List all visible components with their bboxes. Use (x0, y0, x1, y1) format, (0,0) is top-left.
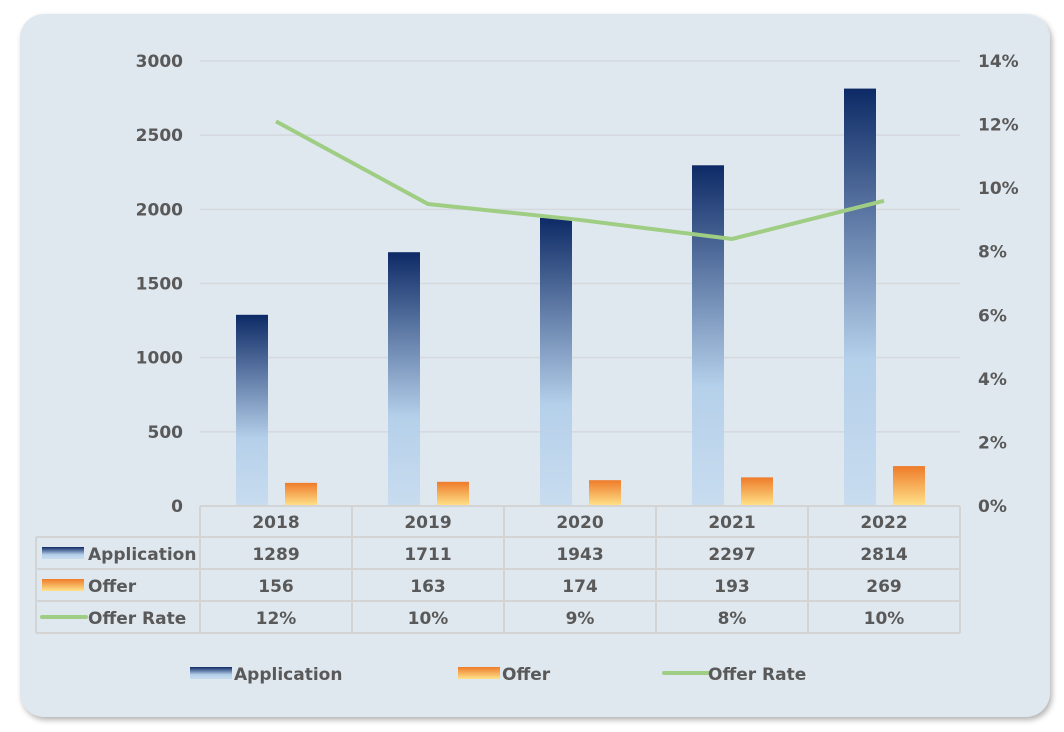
offer-bar (589, 480, 621, 506)
table-cell: 10% (408, 609, 449, 629)
offer-rate-line (275, 119, 885, 242)
table-cell: 156 (258, 577, 294, 597)
table-cell: 193 (714, 577, 750, 597)
legend-label: Offer Rate (708, 665, 806, 685)
offer-bar (893, 466, 925, 506)
y2-tick-label: 0% (978, 497, 1007, 517)
y2-tick-label: 2% (978, 433, 1007, 453)
table-cell: 174 (562, 577, 598, 597)
legend-swatch (190, 667, 232, 679)
category-label: 2018 (252, 513, 299, 533)
y-tick-label: 2000 (136, 200, 183, 220)
category-label: 2019 (404, 513, 451, 533)
y2-tick-label: 10% (978, 179, 1019, 199)
y2-tick-label: 12% (978, 116, 1019, 136)
application-bar (236, 314, 268, 506)
table-cell: 1943 (556, 545, 603, 565)
legend-label: Offer (502, 665, 551, 685)
y2-tick-label: 14% (978, 52, 1019, 72)
application-bar (844, 88, 876, 506)
category-label: 2022 (860, 513, 907, 533)
y-tick-label: 2500 (136, 126, 183, 146)
category-label: 2021 (708, 513, 755, 533)
y-tick-label: 1000 (136, 349, 183, 369)
table-cell: 9% (566, 609, 595, 629)
table-key-swatch (42, 579, 84, 591)
table-cell: 2814 (860, 545, 907, 565)
y2-tick-label: 6% (978, 306, 1007, 326)
application-bar (388, 252, 420, 506)
table-row-label: Offer (88, 577, 137, 597)
application-bar (540, 217, 572, 506)
table-row-label: Application (88, 545, 196, 565)
table-cell: 12% (256, 609, 297, 629)
table-cell: 1711 (404, 545, 451, 565)
offer-bar (285, 482, 317, 506)
y-tick-label: 3000 (136, 52, 183, 72)
y-tick-label: 500 (148, 423, 184, 443)
table-cell: 163 (410, 577, 446, 597)
y2-tick-label: 8% (978, 243, 1007, 263)
table-cell: 1289 (252, 545, 299, 565)
table-key-swatch (42, 547, 84, 559)
offer-bar (741, 477, 773, 506)
legend-label: Application (234, 665, 342, 685)
application-bar (692, 165, 724, 507)
category-label: 2020 (556, 513, 603, 533)
chart-card (20, 14, 1050, 717)
table-cell: 269 (866, 577, 902, 597)
table-cell: 2297 (708, 545, 755, 565)
table-cell: 10% (864, 609, 905, 629)
offer-bar (437, 481, 469, 506)
y-tick-label: 0 (171, 497, 183, 517)
table-row-label: Offer Rate (88, 609, 186, 629)
table-cell: 8% (718, 609, 747, 629)
y2-tick-label: 4% (978, 370, 1007, 390)
legend-swatch (458, 667, 500, 679)
y-tick-label: 1500 (136, 275, 183, 295)
